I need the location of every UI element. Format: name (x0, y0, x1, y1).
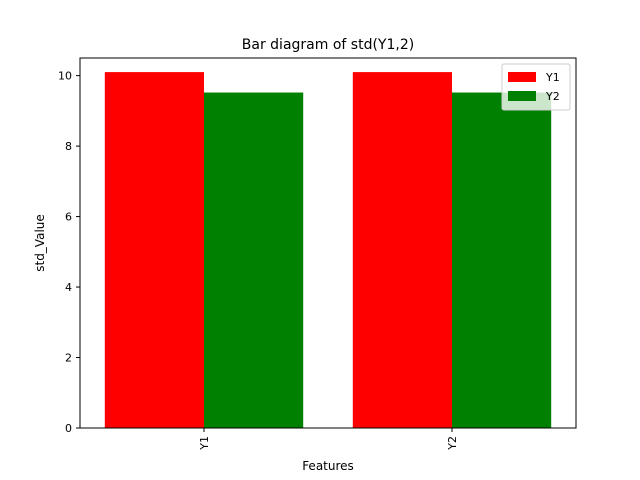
bars-group (104, 72, 552, 429)
y-axis-label: std_Value (33, 214, 47, 272)
y-tick-label: 4 (65, 281, 72, 294)
y-axis: 0 2 4 6 8 10 (58, 70, 80, 435)
y-tick-label: 8 (65, 140, 72, 153)
legend-swatch-Y2 (508, 91, 536, 101)
y-tick-label: 0 (65, 422, 72, 435)
bar-Y1-Y2 (352, 72, 452, 428)
legend-box (501, 63, 571, 111)
x-axis-label: Features (302, 459, 354, 473)
x-axis: Y1 Y2 (198, 428, 459, 451)
y-tick-label: 2 (65, 352, 72, 365)
legend-label-Y1: Y1 (545, 71, 560, 84)
bar-Y2-Y1 (204, 92, 304, 429)
chart-title: Bar diagram of std(Y1,2) (242, 37, 414, 53)
x-tick-label: Y2 (446, 436, 459, 451)
legend-label-Y2: Y2 (545, 90, 560, 103)
legend-swatch-Y1 (508, 72, 536, 82)
bar-Y2-Y2 (452, 92, 552, 429)
y-tick-label: 6 (65, 211, 72, 224)
x-tick-label: Y1 (198, 436, 211, 451)
plot-frame (79, 57, 577, 429)
bar-Y1-Y1 (104, 72, 204, 428)
y-tick-label: 10 (58, 70, 72, 83)
